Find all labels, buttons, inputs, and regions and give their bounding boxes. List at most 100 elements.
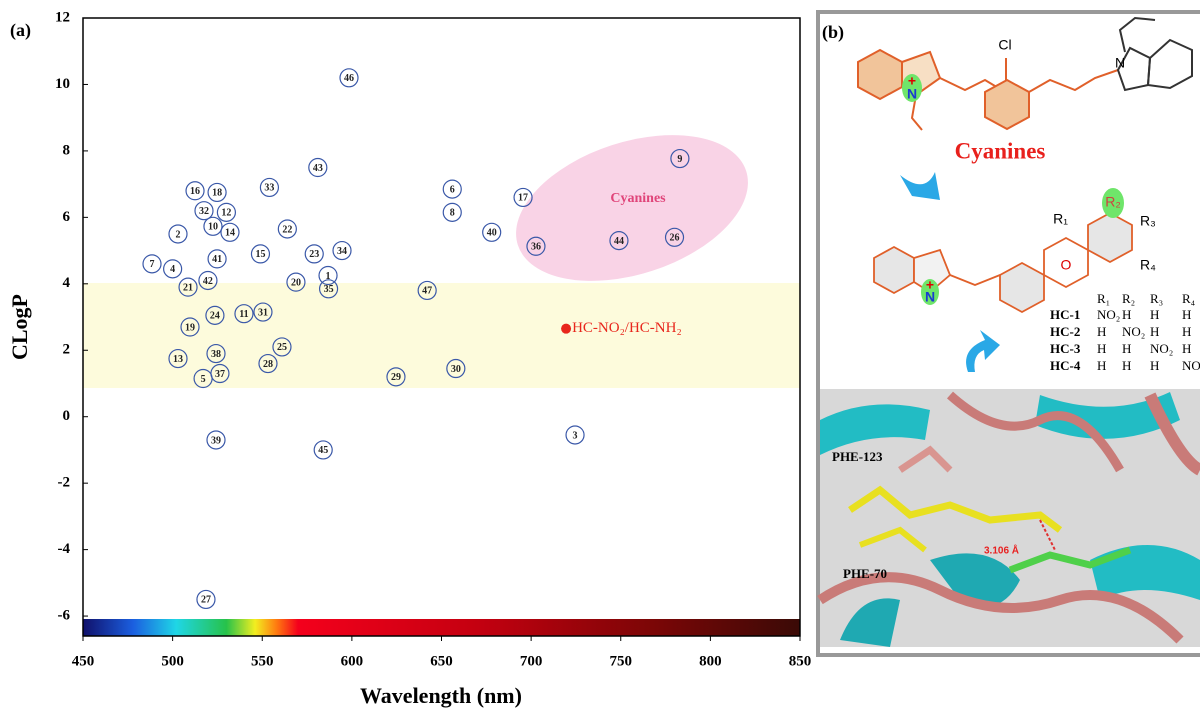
point-label: 43 [313, 163, 323, 174]
cyanine-title: Cyanines [955, 138, 1046, 163]
point-label: 20 [291, 277, 301, 288]
table-header: R₄ [1182, 291, 1196, 306]
atom-label: O [1061, 257, 1072, 273]
point-label: 10 [208, 222, 218, 233]
x-tick-label: 550 [251, 653, 274, 669]
point-label: 4 [170, 264, 175, 275]
point-label: 38 [211, 349, 221, 360]
point-label: 19 [185, 322, 195, 333]
row-label: HC-4 [1050, 358, 1081, 373]
x-tick-label: 650 [430, 653, 453, 669]
point-label: 13 [173, 354, 183, 365]
region-label: Cyanines [610, 191, 666, 206]
point-label: 16 [190, 186, 200, 197]
table-cell: H [1182, 341, 1191, 356]
atom-label: R₁ [1053, 211, 1068, 227]
x-tick-label: 800 [699, 653, 722, 669]
atom-label: Cl [998, 37, 1011, 53]
point-label: 7 [150, 259, 155, 270]
table-cell: H [1097, 341, 1106, 356]
point-label: 27 [201, 595, 211, 606]
panel-label: (a) [10, 20, 31, 41]
point-label: 45 [318, 445, 328, 456]
point-label: 36 [531, 242, 541, 253]
plot-panel: (a) Cyanines Wavelength (nm) CLogP -6-4-… [7, 9, 811, 708]
point-label: 17 [518, 193, 528, 204]
residue-label: PHE-123 [832, 449, 883, 464]
point-label: 3 [573, 430, 578, 441]
table-cell: NO₂ [1097, 307, 1120, 322]
atom-label: N [907, 86, 917, 102]
table-cell: H [1182, 307, 1191, 322]
y-tick-label: -6 [58, 608, 71, 624]
x-tick-label: 450 [72, 653, 95, 669]
atom-label: N [925, 289, 935, 305]
x-tick-label: 600 [341, 653, 364, 669]
y-axis-label: CLogP [7, 294, 32, 360]
point-label: 37 [215, 369, 225, 380]
table-cell: H [1182, 324, 1191, 339]
table-cell: NO₂ [1150, 341, 1173, 356]
x-tick-label: 700 [520, 653, 543, 669]
point-label: 47 [422, 286, 432, 297]
x-tick-label: 500 [161, 653, 184, 669]
atom-label: N [1115, 55, 1125, 71]
panel-label: (b) [822, 22, 844, 43]
table-cell: NO₂ [1122, 324, 1145, 339]
highlight-point [561, 324, 571, 334]
point-label: 44 [614, 236, 624, 247]
table-cell: H [1150, 358, 1159, 373]
y-tick-label: 0 [63, 408, 71, 424]
y-tick-label: 2 [63, 342, 71, 358]
y-tick-label: 12 [55, 9, 70, 25]
table-header: R₁ [1097, 291, 1110, 306]
residue-label: PHE-70 [843, 566, 887, 581]
table-cell: H [1150, 307, 1159, 322]
docking-image [820, 389, 1200, 647]
point-label: 26 [670, 233, 680, 244]
atom-label: R₃ [1140, 213, 1156, 229]
spectrum-bar [83, 619, 800, 636]
point-label: 29 [391, 372, 401, 383]
y-tick-label: 6 [63, 209, 71, 225]
table-cell: H [1150, 324, 1159, 339]
table-cell: H [1122, 307, 1131, 322]
point-label: 42 [203, 276, 213, 287]
point-label: 31 [258, 307, 268, 318]
highlight-label: HC-NO₂/HC-NH₂ [572, 320, 682, 336]
table-cell: H [1122, 341, 1131, 356]
point-label: 5 [201, 374, 206, 385]
point-label: 34 [337, 246, 347, 257]
y-tick-label: -4 [58, 541, 71, 557]
point-label: 28 [263, 359, 273, 370]
y-tick-label: 8 [63, 142, 71, 158]
point-label: 33 [264, 183, 274, 194]
point-label: 41 [212, 254, 222, 265]
cyanine-region [497, 108, 766, 308]
y-tick-label: 10 [55, 76, 70, 92]
table-cell: H [1097, 358, 1106, 373]
point-label: 24 [210, 311, 220, 322]
distance-label: 3.106 Å [984, 544, 1019, 557]
point-label: 35 [324, 284, 334, 295]
point-label: 21 [183, 282, 193, 293]
point-label: 6 [450, 184, 455, 195]
point-label: 39 [211, 435, 221, 446]
panel-b: (b) + N Cl N Cyanines [818, 12, 1200, 655]
row-label: HC-3 [1050, 341, 1081, 356]
point-label: 14 [225, 228, 235, 239]
table-cell: H [1097, 324, 1106, 339]
point-label: 11 [239, 309, 248, 320]
point-label: 2 [176, 229, 181, 240]
point-label: 22 [282, 224, 292, 235]
point-label: 46 [344, 73, 354, 84]
point-label: 25 [277, 342, 287, 353]
table-cell: H [1122, 358, 1131, 373]
point-label: 30 [451, 364, 461, 375]
point-label: 18 [212, 188, 222, 199]
row-label: HC-2 [1050, 324, 1080, 339]
table-header: R₂ [1122, 291, 1135, 306]
point-label: 40 [487, 228, 497, 239]
x-tick-label: 850 [789, 653, 812, 669]
point-label: 15 [255, 249, 265, 260]
